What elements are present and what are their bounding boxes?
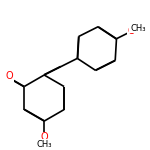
Text: O: O	[6, 71, 13, 81]
Text: CH₃: CH₃	[130, 24, 146, 33]
Text: CH₃: CH₃	[36, 140, 52, 149]
Text: O: O	[128, 26, 135, 36]
Text: O: O	[40, 132, 48, 142]
